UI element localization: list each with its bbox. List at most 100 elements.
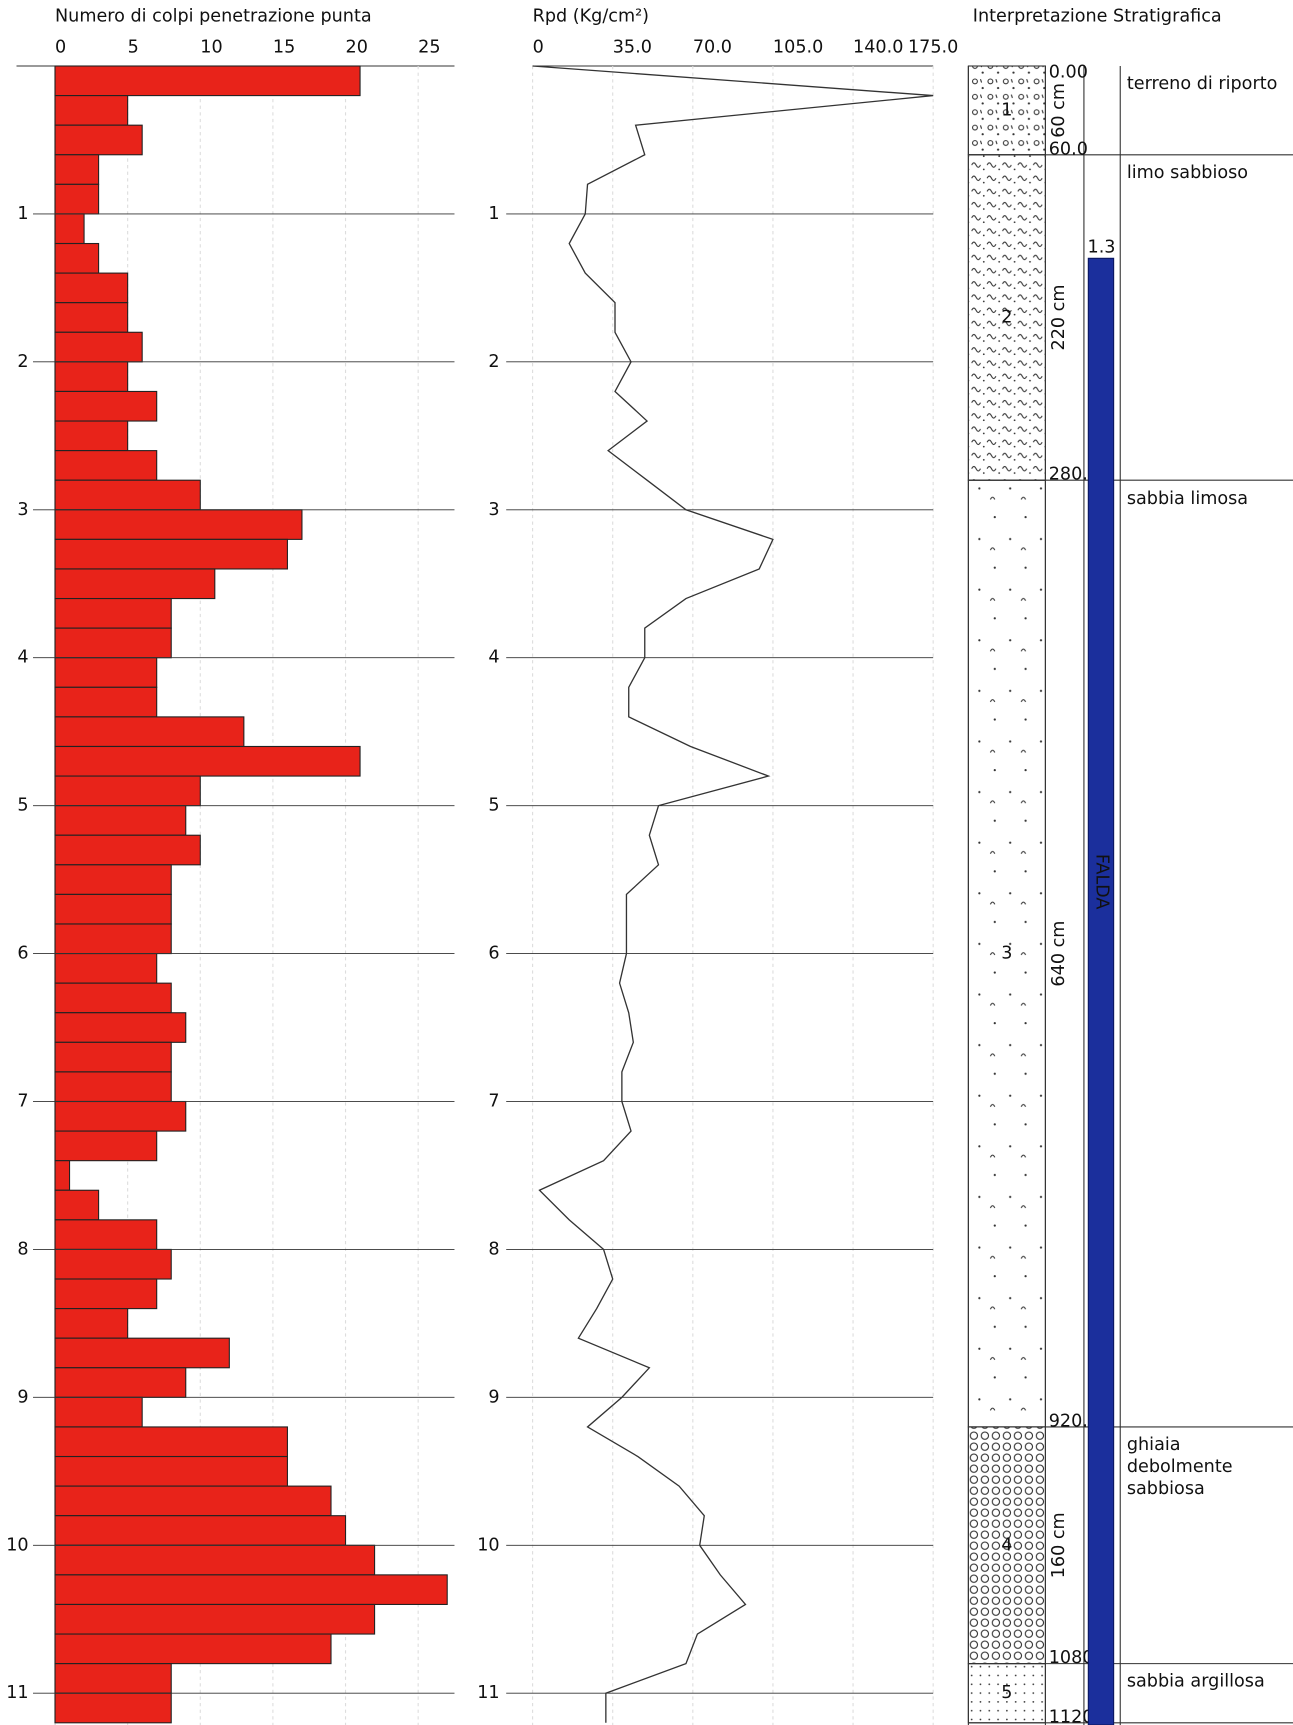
bar <box>55 835 200 865</box>
x-tick-label: 35.0 <box>613 37 652 57</box>
y-tick-label: 10 <box>6 1535 28 1555</box>
bar <box>55 746 360 776</box>
layer-number: 3 <box>1001 944 1012 964</box>
bar <box>55 776 200 806</box>
x-tick-label: 5 <box>128 37 139 57</box>
y-tick-label: 2 <box>488 352 499 372</box>
bar <box>55 1131 157 1161</box>
bar <box>55 1634 331 1664</box>
boundary-label: 0.00 <box>1049 63 1088 83</box>
bar <box>55 510 302 540</box>
bar <box>55 451 157 481</box>
y-tick-label: 6 <box>17 944 28 964</box>
y-tick-label: 1 <box>488 204 499 224</box>
y-tick-label: 5 <box>488 796 499 816</box>
water-table-label: FALDA <box>1092 854 1112 910</box>
water-table-depth: 1.3 <box>1088 237 1116 257</box>
y-tick-label: 4 <box>488 648 499 668</box>
layer-description-box: sabbia limosa <box>1127 487 1291 553</box>
bar <box>55 1604 375 1634</box>
y-tick-label: 7 <box>17 1092 28 1112</box>
bar <box>55 1309 128 1339</box>
y-tick-label: 3 <box>488 500 499 520</box>
x-tick-label: 10 <box>200 37 222 57</box>
bar <box>55 362 128 392</box>
bar <box>55 244 99 274</box>
bar <box>55 303 128 333</box>
layer-description: limo sabbioso <box>1127 161 1291 183</box>
bar <box>55 1279 157 1309</box>
bar <box>55 184 99 214</box>
bar <box>55 480 200 510</box>
chart: Numero di colpi penetrazione punta Rpd (… <box>0 0 1293 1725</box>
bar <box>55 1693 171 1723</box>
bar <box>55 1190 99 1220</box>
bar <box>55 539 287 569</box>
layer-number: 5 <box>1001 1683 1012 1703</box>
bar <box>55 125 142 155</box>
bar <box>55 421 128 451</box>
thickness-label: 60 cm <box>1049 83 1069 138</box>
y-tick-label: 1 <box>17 204 28 224</box>
bar <box>55 1072 171 1102</box>
layer-description-box: sabbia argillosa <box>1127 1670 1291 1725</box>
bar <box>55 66 360 96</box>
bar <box>55 391 157 421</box>
y-tick-label: 3 <box>17 500 28 520</box>
bar <box>55 1516 346 1546</box>
bar <box>55 155 99 185</box>
layer-number: 4 <box>1001 1535 1012 1555</box>
bar <box>55 687 157 717</box>
bar <box>55 1013 186 1043</box>
bar <box>55 717 244 747</box>
bar <box>55 865 171 895</box>
bar <box>55 1457 287 1487</box>
bar <box>55 1102 186 1132</box>
y-tick-label: 4 <box>17 648 28 668</box>
bar <box>55 1249 171 1279</box>
layer-description-box: limo sabbioso <box>1127 161 1291 227</box>
bar <box>55 1427 287 1457</box>
x-tick-label: 105.0 <box>773 37 823 57</box>
water-table <box>1088 258 1113 1725</box>
bar <box>55 806 186 836</box>
layer-number: 1 <box>1001 100 1012 120</box>
x-tick-label: 0 <box>533 37 544 57</box>
bar <box>55 273 128 303</box>
bar <box>55 628 171 658</box>
x-tick-label: 0 <box>55 37 66 57</box>
bar <box>55 599 171 629</box>
y-tick-label: 11 <box>6 1683 28 1703</box>
bar <box>55 214 84 244</box>
layer-description: sabbia argillosa <box>1127 1670 1291 1692</box>
bar <box>55 1397 142 1427</box>
bar <box>55 894 171 924</box>
y-tick-label: 9 <box>17 1387 28 1407</box>
bar <box>55 96 128 126</box>
x-tick-label: 175.0 <box>908 37 958 57</box>
layer-description-box: ghiaia debolmente sabbiosa <box>1127 1434 1291 1500</box>
layer-number: 2 <box>1001 307 1012 327</box>
bar <box>55 1575 447 1605</box>
thickness-label: 160 cm <box>1049 1512 1069 1578</box>
line-chart-title: Rpd (Kg/cm²) <box>533 7 649 27</box>
bar <box>55 332 142 362</box>
bar <box>55 569 215 599</box>
bar <box>55 1486 331 1516</box>
thickness-label: 640 cm <box>1049 921 1069 987</box>
bar <box>55 1161 70 1191</box>
boundary-label: 60.0 <box>1049 139 1088 159</box>
bar <box>55 1368 186 1398</box>
layer-description: terreno di riporto <box>1127 73 1291 95</box>
stratigraphy-title: Interpretazione Stratigrafica <box>973 7 1222 27</box>
y-tick-label: 8 <box>488 1239 499 1259</box>
y-tick-label: 8 <box>17 1239 28 1259</box>
y-tick-label: 2 <box>17 352 28 372</box>
bar <box>55 1338 229 1368</box>
thickness-label: 220 cm <box>1049 284 1069 350</box>
bar <box>55 983 171 1013</box>
layer-description: ghiaia debolmente sabbiosa <box>1127 1434 1291 1500</box>
bar-chart-title: Numero di colpi penetrazione punta <box>55 7 372 27</box>
x-tick-label: 70.0 <box>693 37 732 57</box>
bar <box>55 658 157 688</box>
